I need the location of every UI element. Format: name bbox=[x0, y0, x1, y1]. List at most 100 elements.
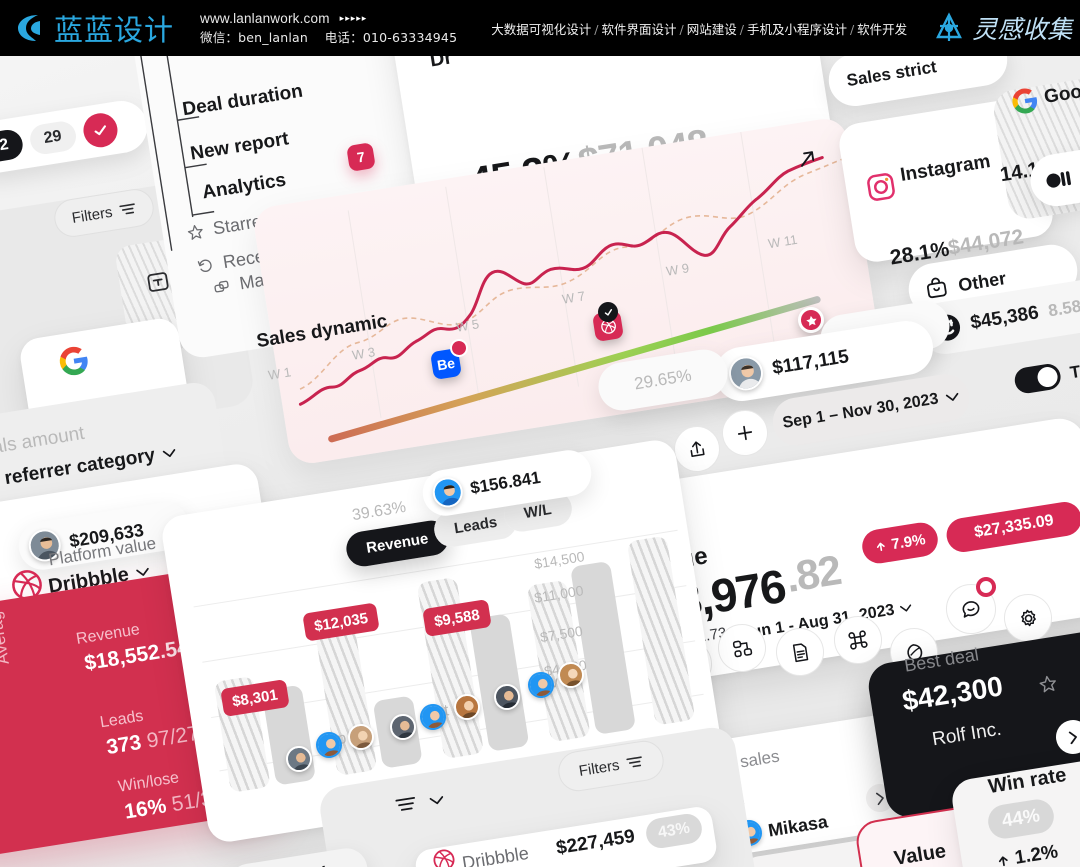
count-active-chip[interactable]: 12 bbox=[0, 127, 25, 165]
arrow-up-icon bbox=[998, 856, 1008, 867]
date-range-jun-aug[interactable]: Jun 1 - Aug 31, 2023 bbox=[742, 599, 914, 644]
settings-button[interactable] bbox=[1000, 590, 1056, 646]
amount-117-pill: $117,115 bbox=[711, 317, 937, 405]
sep-0: / bbox=[594, 21, 599, 37]
filters-button-top[interactable]: Filters bbox=[51, 186, 157, 240]
check-button[interactable] bbox=[80, 110, 120, 150]
date-range-sep-nov[interactable]: Sep 1 – Nov 30, 2023 bbox=[769, 370, 973, 450]
bar-badge-8301-label: $8,301 bbox=[230, 686, 279, 710]
revenue-amount-badge-label: $27,335.09 bbox=[973, 511, 1055, 542]
brand-block: 灵感收集 bbox=[933, 10, 1072, 46]
check-icon bbox=[604, 308, 612, 316]
sidebar-item-manage-folders[interactable]: Manage folders bbox=[211, 254, 364, 298]
sep-2: / bbox=[739, 21, 744, 37]
other-label: Other bbox=[956, 267, 1008, 295]
summary-title-text: Dr bbox=[428, 56, 454, 72]
count-inactive-chip[interactable]: 29 bbox=[27, 119, 78, 157]
chat-button[interactable] bbox=[942, 580, 1000, 638]
person-pill-armin[interactable]: Armin L. bbox=[225, 845, 371, 867]
command-button[interactable] bbox=[830, 612, 886, 668]
win-rate-delta: 1.2% bbox=[995, 841, 1060, 867]
document-button[interactable] bbox=[772, 624, 828, 680]
google-icon bbox=[59, 346, 88, 376]
add-button[interactable] bbox=[718, 406, 772, 460]
pct-2965-label: 29.65% bbox=[632, 365, 693, 394]
revenue-cents-text: .82 bbox=[782, 546, 844, 601]
revenue-tab-label: Revenue bbox=[365, 530, 430, 557]
other-pill[interactable]: Other bbox=[904, 241, 1080, 319]
instagram-icon bbox=[867, 173, 895, 201]
filter-icon bbox=[119, 203, 136, 215]
chevron-down-icon bbox=[429, 795, 444, 804]
chevron-down-icon bbox=[136, 567, 149, 576]
pin-marker[interactable] bbox=[796, 305, 826, 335]
service-3: 手机及小程序设计 bbox=[746, 21, 847, 37]
notification-badge: 7 bbox=[346, 142, 376, 172]
revenue-delta-label: 7.9% bbox=[890, 530, 927, 553]
avatar bbox=[726, 353, 766, 393]
sidebar-item-recent[interactable]: Recent bbox=[195, 244, 281, 278]
star-icon[interactable] bbox=[1037, 673, 1060, 696]
logo-text: 蓝蓝设计 bbox=[54, 13, 175, 47]
org-chart-icon bbox=[732, 640, 752, 657]
toggle-switch-icon[interactable] bbox=[1012, 362, 1063, 396]
sep-1: / bbox=[679, 21, 684, 37]
org-chart-button[interactable] bbox=[714, 620, 770, 676]
website-text: www.lanlanwork.com bbox=[200, 11, 330, 27]
amount-156-label: $156.841 bbox=[468, 467, 542, 498]
referrer-line2[interactable]: y referrer category bbox=[0, 441, 177, 492]
bag-icon bbox=[926, 277, 947, 299]
count-active-label: 12 bbox=[0, 135, 10, 156]
date-range-sep-nov-label: Sep 1 – Nov 30, 2023 bbox=[781, 390, 940, 432]
archive-icon bbox=[147, 272, 169, 292]
dribbble-marker-check bbox=[596, 300, 620, 324]
sort-control[interactable] bbox=[395, 790, 445, 815]
service-1: 软件界面设计 bbox=[601, 21, 677, 37]
count-inactive-label: 29 bbox=[42, 127, 63, 148]
service-0: 大数据可视化设计 bbox=[491, 21, 592, 37]
filters-label-bottom: Filters bbox=[577, 756, 621, 780]
amount-209-pill: $209,633 bbox=[15, 498, 193, 574]
leads-tab-label: Leads bbox=[452, 513, 499, 538]
count-pill-group: 12 29 bbox=[0, 97, 151, 177]
star-icon bbox=[187, 224, 203, 240]
bar-badge-12035-label: $12,035 bbox=[313, 609, 370, 635]
chevron-down-icon bbox=[945, 392, 959, 401]
avatar bbox=[430, 475, 465, 510]
bar-badge-9588-label: $9,588 bbox=[432, 606, 481, 630]
service-4: 软件开发 bbox=[857, 21, 908, 37]
chevron-right-icon bbox=[1068, 731, 1077, 744]
platform-selector[interactable]: Dribbble bbox=[47, 560, 151, 599]
avatar bbox=[26, 527, 64, 564]
list-row-dribbble-percent-label: 43% bbox=[656, 819, 692, 842]
tiktok-pill[interactable] bbox=[1026, 138, 1080, 210]
arrows-icon: ▸▸▸▸▸ bbox=[339, 13, 368, 24]
share-button[interactable] bbox=[670, 422, 724, 476]
top-sales-next-button[interactable] bbox=[863, 781, 897, 815]
filters-button-bottom[interactable]: Filters bbox=[555, 737, 667, 795]
avg-leads-value-text: 373 bbox=[104, 730, 143, 760]
chevron-down-icon bbox=[162, 448, 176, 457]
chevron-down-icon bbox=[900, 604, 912, 612]
share-icon bbox=[690, 441, 705, 457]
service-2: 网站建设 bbox=[686, 21, 737, 37]
win-rate-badge-label: 44% bbox=[1000, 805, 1042, 832]
tree-connector-lines bbox=[139, 56, 215, 251]
best-deal-next-button[interactable] bbox=[1053, 717, 1080, 757]
sales-dynamic-plot bbox=[251, 116, 884, 467]
crunchbase-amount: $45,386 bbox=[969, 302, 1041, 334]
history-icon bbox=[197, 259, 212, 272]
services-list: 大数据可视化设计 / 软件界面设计 / 网站建设 / 手机及小程序设计 / 软件开发 bbox=[491, 19, 907, 38]
sort-icon bbox=[395, 796, 416, 811]
brand-text: 灵感收集 bbox=[972, 15, 1073, 44]
tiktok-icon bbox=[1046, 171, 1071, 188]
sales-structure-pill: Sales strict bbox=[825, 56, 1011, 110]
bar-hatch-4 bbox=[626, 535, 696, 726]
phone-text: 电话：010-63334945 bbox=[324, 29, 458, 45]
notification-badge-label: 7 bbox=[355, 148, 367, 166]
watermark-banner: 蓝蓝设计 www.lanlanwork.com ▸▸▸▸▸ 微信：ben_lan… bbox=[0, 0, 1080, 56]
sidebar-item-starred[interactable]: Starred bbox=[185, 209, 273, 243]
chat-icon bbox=[961, 600, 979, 618]
gear-icon bbox=[1020, 609, 1036, 626]
